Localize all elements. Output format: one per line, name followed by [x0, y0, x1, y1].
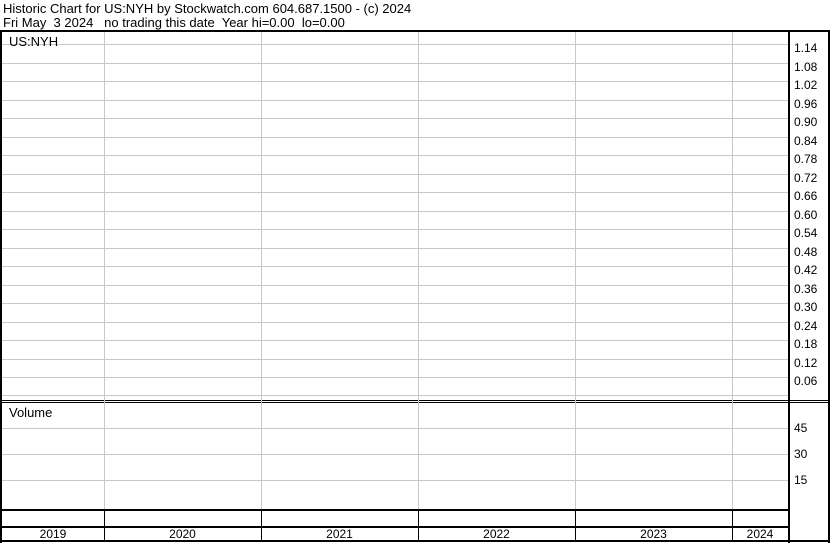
price-gridline	[2, 192, 788, 193]
price-gridline	[2, 303, 788, 304]
volume-gridline	[2, 454, 788, 455]
year-tick-label: 2021	[326, 527, 353, 541]
price-tick-label: 0.12	[794, 356, 818, 370]
price-tick-label: 0.90	[794, 115, 818, 129]
year-gridline	[575, 32, 576, 509]
price-tick-label: 0.78	[794, 152, 818, 166]
price-tick-label: 0.18	[794, 337, 818, 351]
price-gridline	[2, 229, 788, 230]
volume-panel-label: Volume	[9, 405, 53, 420]
year-divider	[261, 510, 262, 541]
year-tick-label: 2022	[483, 527, 510, 541]
year-divider	[104, 510, 105, 541]
chart-header-status: Fri May 3 2024 no trading this date Year…	[3, 15, 345, 30]
price-gridline	[2, 359, 788, 360]
right-border	[828, 30, 830, 543]
year-gridline	[104, 32, 105, 509]
price-tick-label: 0.54	[794, 226, 818, 240]
price-gridline	[2, 340, 788, 341]
volume-tick-label: 15	[794, 473, 808, 487]
volume-tick-label: 30	[794, 447, 808, 461]
axis-border	[788, 30, 790, 543]
price-gridline	[2, 155, 788, 156]
price-tick-label: 0.66	[794, 189, 818, 203]
price-panel-label: US:NYH	[9, 34, 59, 49]
price-gridline	[2, 266, 788, 267]
price-gridline	[2, 377, 788, 378]
volume-gridline	[2, 480, 788, 481]
price-gridline	[2, 174, 788, 175]
price-gridline	[2, 118, 788, 119]
year-divider	[418, 510, 419, 541]
price-gridline	[2, 137, 788, 138]
price-gridline	[2, 81, 788, 82]
year-tick-label: 2023	[640, 527, 667, 541]
price-gridline	[2, 44, 788, 45]
chart-header-title: Historic Chart for US:NYH by Stockwatch.…	[3, 1, 412, 16]
price-gridline	[2, 63, 788, 64]
price-tick-label: 1.14	[794, 41, 818, 55]
year-divider	[575, 510, 576, 541]
price-gridline	[2, 100, 788, 101]
price-gridline	[2, 285, 788, 286]
year-tick-label: 2019	[39, 527, 67, 541]
price-tick-label: 0.06	[794, 374, 818, 388]
top-border	[0, 30, 830, 32]
bottom-border	[0, 540, 830, 542]
year-divider	[732, 510, 733, 541]
price-tick-label: 1.02	[794, 78, 818, 92]
price-gridline	[2, 322, 788, 323]
volume-gridline	[2, 428, 788, 429]
year-row-border	[0, 526, 790, 528]
year-gridline	[732, 32, 733, 509]
price-tick-label: 0.72	[794, 171, 818, 185]
panel-divider-1	[0, 400, 830, 401]
year-gridline	[418, 32, 419, 509]
price-tick-label: 0.24	[794, 319, 818, 333]
year-gridline	[261, 32, 262, 509]
price-tick-label: 0.84	[794, 134, 818, 148]
price-tick-label: 0.30	[794, 300, 818, 314]
left-border	[0, 30, 2, 543]
price-tick-label: 1.08	[794, 60, 818, 74]
year-tick-label: 2024	[746, 527, 774, 541]
price-tick-label: 0.36	[794, 282, 818, 296]
volume-bottom-border	[0, 509, 790, 511]
price-tick-label: 0.96	[794, 97, 818, 111]
volume-tick-label: 45	[794, 421, 808, 435]
price-gridline	[2, 211, 788, 212]
price-tick-label: 0.42	[794, 263, 818, 277]
price-gridline	[2, 395, 788, 396]
price-gridline	[2, 248, 788, 249]
panel-divider-2	[0, 402, 830, 403]
price-tick-label: 0.48	[794, 245, 818, 259]
year-tick-label: 2020	[169, 527, 196, 541]
price-tick-label: 0.60	[794, 208, 818, 222]
